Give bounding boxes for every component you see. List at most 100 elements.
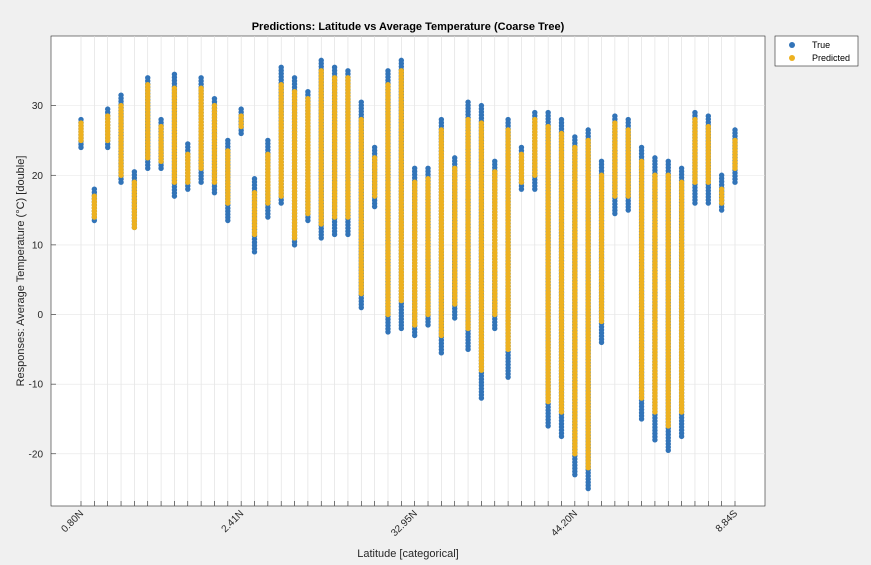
data-point [678, 165, 685, 171]
data-point [625, 116, 631, 123]
data-point [358, 116, 364, 123]
data-point [104, 113, 111, 119]
data-point [452, 155, 458, 161]
x-tick-label: 32.95N [389, 508, 420, 539]
data-point [158, 123, 164, 130]
data-point [558, 116, 565, 123]
data-point [398, 68, 405, 74]
data-point [518, 151, 525, 158]
x-tick-label: 44.20N [549, 508, 580, 539]
data-point [492, 169, 498, 175]
data-point [291, 89, 298, 95]
data-point [131, 179, 138, 185]
data-point [305, 89, 311, 95]
chart-title: Predictions: Latitude vs Average Tempera… [252, 21, 565, 33]
data-point [305, 95, 311, 102]
data-point [558, 130, 565, 137]
data-points [78, 57, 738, 492]
data-point [104, 106, 111, 112]
data-point [358, 99, 364, 105]
data-point [411, 179, 418, 185]
x-axis-label: Latitude [categorical] [357, 548, 459, 560]
data-point [572, 144, 578, 151]
data-point [518, 144, 525, 151]
data-point [532, 116, 538, 123]
data-point [345, 75, 351, 81]
data-point [385, 68, 391, 74]
data-point [478, 120, 485, 126]
data-point [692, 109, 698, 116]
data-point [425, 165, 431, 171]
data-point [585, 127, 591, 133]
x-axis-ticks: 0.80N 2.41N 32.95N 44.20N 8.84S [59, 501, 740, 539]
data-point [185, 141, 191, 147]
data-point [131, 169, 138, 175]
data-point [652, 172, 658, 178]
data-point [718, 172, 725, 178]
data-point [678, 179, 685, 185]
data-point [171, 71, 178, 77]
data-point [398, 57, 405, 64]
data-point [692, 116, 698, 123]
legend-box [774, 35, 859, 67]
data-point [705, 123, 712, 130]
data-point [665, 172, 671, 178]
data-point [238, 106, 244, 112]
data-point [265, 151, 271, 158]
data-point [345, 68, 351, 74]
legend-marker-predicted [789, 55, 795, 61]
data-point [438, 116, 445, 123]
data-point [331, 64, 338, 71]
y-tick-label: 0 [37, 310, 43, 321]
data-point [505, 116, 511, 123]
data-point [198, 85, 204, 91]
data-point [78, 120, 84, 126]
data-point [211, 102, 218, 109]
x-tick-label: 8.84S [714, 508, 740, 534]
data-point [411, 165, 418, 171]
legend[interactable]: True Predicted [774, 35, 859, 67]
legend-label-true: True [812, 40, 830, 50]
y-tick-label: -10 [29, 380, 44, 391]
y-axis-label: Responses: Average Temperature (°C) [dou… [15, 156, 27, 387]
data-point [291, 75, 298, 81]
data-point [545, 123, 551, 130]
data-point [225, 137, 231, 144]
data-point [331, 75, 338, 81]
data-point [532, 109, 538, 116]
data-point [465, 116, 471, 123]
data-point [572, 134, 578, 140]
x-tick-label: 2.41N [220, 508, 247, 535]
data-point [371, 144, 378, 151]
data-point [612, 120, 618, 126]
data-point [505, 127, 511, 133]
data-point [318, 57, 324, 64]
data-point [545, 109, 551, 116]
series-predicted [78, 68, 738, 471]
data-point [318, 68, 324, 74]
data-point [652, 155, 658, 161]
data-point [612, 113, 618, 119]
data-point [492, 158, 498, 165]
data-point [598, 158, 605, 165]
data-point [732, 127, 738, 133]
data-point [665, 158, 671, 165]
data-point [211, 95, 218, 102]
y-tick-label: 10 [32, 240, 44, 251]
data-point [145, 75, 151, 81]
data-point [478, 102, 485, 109]
data-point [251, 176, 258, 182]
y-tick-label: -20 [29, 449, 44, 460]
data-point [438, 127, 445, 133]
data-point [265, 137, 271, 144]
data-point [465, 99, 471, 105]
data-point [118, 92, 124, 98]
data-point [371, 155, 378, 161]
data-point [385, 82, 391, 88]
plot-area [50, 35, 766, 507]
legend-marker-true [789, 42, 795, 48]
data-point [718, 186, 725, 192]
data-point [91, 193, 98, 199]
